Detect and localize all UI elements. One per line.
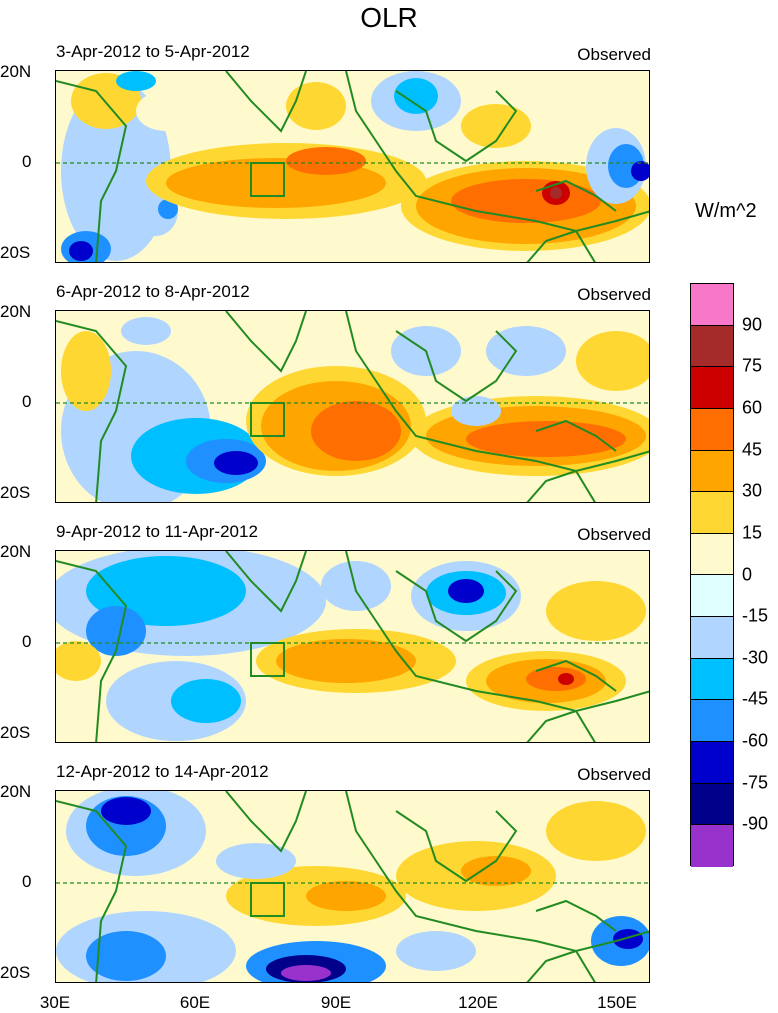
lon-label-120e: 120E (458, 993, 498, 1012)
lat-label-20n: 20N (0, 542, 32, 561)
colorbar-tick-label: 45 (742, 439, 763, 460)
olr-map (55, 790, 650, 983)
panel-date-range: 12-Apr-2012 to 14-Apr-2012 (56, 762, 269, 781)
colorbar-swatch (691, 575, 733, 618)
lon-label-150e: 150E (597, 993, 637, 1012)
lat-label-20s: 20S (0, 243, 31, 262)
colorbar-swatch (691, 533, 733, 576)
lat-label-20s: 20S (0, 483, 31, 502)
colorbar-swatch (691, 658, 733, 701)
panel-observed-label: Observed (577, 285, 651, 304)
colorbar-swatch (691, 825, 733, 867)
panel-date-range: 3-Apr-2012 to 5-Apr-2012 (56, 42, 250, 61)
panel-observed-label: Observed (577, 45, 651, 64)
colorbar-swatch (691, 742, 733, 784)
lon-label-90e: 90E (320, 993, 352, 1012)
lat-label-0: 0 (22, 872, 32, 891)
main-title: OLR (360, 2, 418, 33)
lat-label-0: 0 (22, 632, 32, 651)
olr-field (56, 71, 649, 262)
olr-map (55, 550, 650, 743)
lon-label-60e: 60E (179, 993, 211, 1012)
colorbar-tick-label: -45 (742, 688, 769, 709)
panel-date-range: 9-Apr-2012 to 11-Apr-2012 (56, 522, 258, 541)
panel-observed-label: Observed (577, 765, 651, 784)
colorbar-swatch (691, 284, 733, 326)
colorbar-tick-label: 60 (742, 397, 763, 418)
lat-label-20s: 20S (0, 723, 31, 742)
colorbar-swatch (691, 450, 733, 493)
colorbar-tick-label: -15 (742, 605, 769, 626)
colorbar-tick-label: -30 (742, 647, 769, 668)
colorbar-tick-label: 90 (742, 314, 763, 335)
map-panel-4: 12-Apr-2012 to 14-Apr-2012 Observed 20N … (0, 720, 700, 983)
colorbar-tick-label: -60 (742, 730, 769, 751)
lat-label-20s: 20S (0, 963, 31, 982)
olr-field (56, 791, 649, 982)
olr-map (55, 70, 650, 263)
colorbar-tick-label: 0 (742, 564, 753, 584)
panel-observed-label: Observed (577, 525, 651, 544)
units-label: W/m^2 (695, 200, 757, 222)
map-panel-1: 3-Apr-2012 to 5-Apr-2012 Observed 20N 0 … (0, 0, 700, 263)
colorbar-tick-label: -75 (742, 772, 769, 793)
colorbar-swatch (691, 617, 733, 659)
colorbar-tick-label: 75 (742, 355, 763, 376)
colorbar-swatch (691, 492, 733, 534)
colorbar-swatch (691, 408, 733, 451)
panel-date-range: 6-Apr-2012 to 8-Apr-2012 (56, 282, 250, 301)
lat-label-0: 0 (22, 392, 32, 411)
olr-map (55, 310, 650, 503)
colorbar-swatch (691, 783, 733, 826)
lat-label-20n: 20N (0, 62, 32, 81)
colorbar-swatch (691, 325, 733, 368)
colorbar-tick-label: 15 (742, 522, 763, 543)
map-panel-3: 9-Apr-2012 to 11-Apr-2012 Observed 20N 0… (0, 480, 700, 743)
lat-label-0: 0 (22, 152, 32, 171)
lat-label-20n: 20N (0, 782, 32, 801)
colorbar-swatch (691, 700, 733, 743)
colorbar-tick-label: -90 (742, 813, 769, 834)
olr-field (56, 551, 649, 742)
olr-field (56, 311, 649, 502)
lon-label-30e: 30E (39, 993, 71, 1012)
colorbar (690, 283, 734, 867)
colorbar-tick-label: 30 (742, 480, 763, 501)
colorbar-swatch (691, 367, 733, 409)
map-panel-2: 6-Apr-2012 to 8-Apr-2012 Observed 20N 0 … (0, 240, 700, 503)
lat-label-20n: 20N (0, 302, 32, 321)
